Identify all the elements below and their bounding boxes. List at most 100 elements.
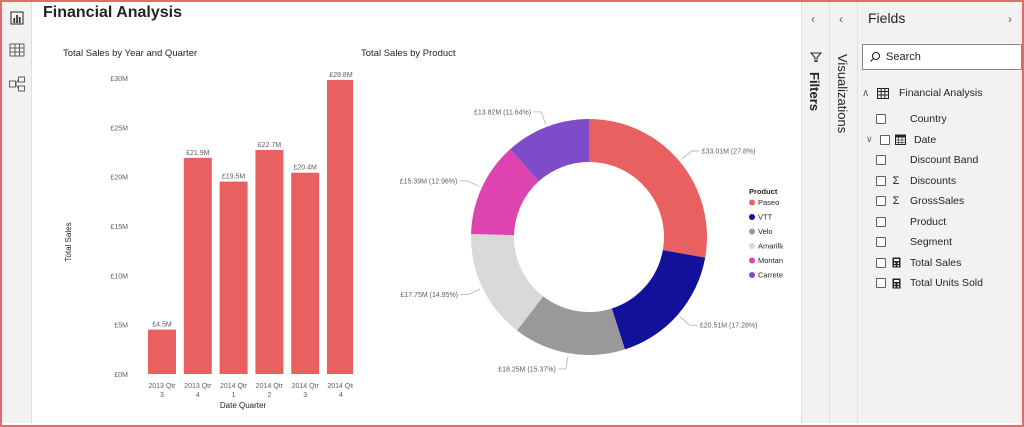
y-tick-label: £20M <box>110 175 128 182</box>
fields-pane: Fields › Search ∧ Financial Analysis Cou… <box>857 2 1022 423</box>
collapse-filters-chevron-icon[interactable]: ‹ <box>811 12 815 26</box>
legend-marker <box>749 228 755 235</box>
donut-chart-title: Total Sales by Product <box>361 48 456 59</box>
field-label: Segment <box>910 236 953 248</box>
collapse-fields-chevron-icon[interactable]: › <box>1008 12 1012 26</box>
legend-item[interactable]: VTT <box>758 213 773 222</box>
field-total-units-sold[interactable]: Total Units Sold <box>868 274 983 292</box>
field-checkbox[interactable] <box>876 257 886 268</box>
slice-data-label: £13.82M (11.64%) <box>474 109 531 116</box>
leader-line <box>557 356 569 370</box>
visualizations-pane-label: Visualizations <box>835 54 850 134</box>
x-tick-label: 2014 Qtr <box>256 383 284 390</box>
y-tick-label: £0M <box>114 372 128 379</box>
field-checkbox[interactable] <box>876 216 886 227</box>
y-tick-label: £5M <box>114 323 128 330</box>
field-discount-band[interactable]: Discount Band <box>868 151 978 169</box>
legend-item[interactable]: Velo <box>758 227 773 236</box>
bar[interactable] <box>219 181 248 374</box>
field-discounts[interactable]: Σ Discounts <box>868 172 956 190</box>
bar[interactable] <box>327 79 353 374</box>
x-tick-label: 1 <box>232 392 236 399</box>
expand-visualizations-chevron-icon[interactable]: ‹ <box>839 12 843 26</box>
field-product[interactable]: Product <box>868 213 946 231</box>
bar-chart[interactable]: Total Sales Date Quarter £0M £5M £10M £15M £… <box>53 42 353 422</box>
legend-item[interactable]: Paseo <box>758 198 779 207</box>
bar-chart-title: Total Sales by Year and Quarter <box>63 48 198 59</box>
field-checkbox[interactable] <box>876 175 886 186</box>
y-tick-label: £30M <box>110 76 128 83</box>
search-icon <box>870 51 881 62</box>
legend-marker <box>749 257 755 264</box>
field-label: Product <box>910 215 947 228</box>
field-label: Country <box>910 113 947 125</box>
fields-search-input[interactable]: Search <box>862 44 1022 70</box>
field-checkbox[interactable] <box>876 155 886 165</box>
legend-marker <box>749 199 755 206</box>
bar-chart-x-axis-title: Date Quarter <box>220 401 267 410</box>
slice-data-label: £33.01M (27.8%) <box>702 148 756 155</box>
bar-data-label: £4.5M <box>152 322 172 329</box>
expand-chevron-icon[interactable]: ∨ <box>866 134 873 144</box>
field-label: Date <box>914 133 937 146</box>
calculator-icon <box>890 257 902 268</box>
x-tick-label: 3 <box>303 392 307 399</box>
donut-slice[interactable] <box>510 119 589 182</box>
donut-slice[interactable] <box>589 119 707 258</box>
field-checkbox[interactable] <box>876 114 886 124</box>
calculator-icon <box>890 278 902 289</box>
field-label: Total Units Sold <box>910 277 983 289</box>
field-date[interactable]: ∨ Date <box>866 131 937 149</box>
leader-line <box>679 316 698 326</box>
table-name: Financial Analysis <box>899 87 983 99</box>
legend-marker <box>749 272 755 278</box>
field-checkbox[interactable] <box>876 196 886 206</box>
field-grosssales[interactable]: Σ GrossSales <box>868 192 964 210</box>
bar[interactable] <box>255 150 284 374</box>
sigma-icon: Σ <box>892 195 900 207</box>
x-tick-label: 3 <box>160 392 164 399</box>
field-checkbox[interactable] <box>876 237 886 247</box>
legend-item[interactable]: Carretera <box>758 271 783 280</box>
slice-data-label: £15.39M (12.96%) <box>400 178 458 185</box>
fields-pane-title: Fields <box>868 10 906 26</box>
field-total-sales[interactable]: Total Sales <box>868 254 961 272</box>
leader-line <box>533 111 547 125</box>
field-segment[interactable]: Segment <box>868 233 952 251</box>
slice-data-label: £17.75M (14.95%) <box>400 292 458 299</box>
x-tick-label: 2 <box>267 392 271 399</box>
bar[interactable] <box>183 157 212 374</box>
collapse-table-chevron-icon[interactable]: ∧ <box>862 87 870 99</box>
donut-slice[interactable] <box>516 296 625 355</box>
x-tick-label: 4 <box>196 392 200 399</box>
field-label: Discount Band <box>910 154 979 166</box>
model-view-icon[interactable] <box>7 74 27 94</box>
bar-data-label: £19.5M <box>222 174 246 181</box>
report-canvas: Financial Analysis Total Sales by Year a… <box>33 2 801 423</box>
data-view-icon[interactable] <box>7 40 27 60</box>
donut-slice[interactable] <box>471 149 539 236</box>
donut-chart[interactable]: £33.01M (27.8%) £20.51M (17.28%) £18.25M (… <box>353 82 783 412</box>
donut-slice[interactable] <box>471 234 544 331</box>
y-tick-label: £10M <box>110 273 128 280</box>
bar[interactable] <box>148 329 176 374</box>
donut-slice[interactable] <box>611 250 706 350</box>
view-switcher <box>2 2 32 423</box>
field-country[interactable]: Country <box>868 110 947 128</box>
visualizations-pane[interactable]: ‹ Visualizations <box>829 2 857 423</box>
filters-pane[interactable]: ‹ Filters <box>801 2 829 423</box>
legend-item[interactable]: Montana <box>758 256 783 265</box>
filters-pane-label: Filters <box>807 72 822 112</box>
leader-line <box>681 150 700 160</box>
bar-data-label: £29.8M <box>329 72 353 79</box>
legend-title: Product <box>749 187 778 196</box>
y-tick-label: £25M <box>110 125 128 132</box>
field-checkbox[interactable] <box>876 278 886 288</box>
bar[interactable] <box>291 172 320 374</box>
table-financial-analysis[interactable]: ∧ Financial Analysis <box>862 84 982 102</box>
report-view-icon[interactable] <box>7 8 27 28</box>
legend-item[interactable]: Amarilla <box>758 242 783 251</box>
leader-line <box>460 288 480 296</box>
field-checkbox[interactable] <box>880 134 890 145</box>
x-tick-label: 2013 Qtr <box>184 383 212 390</box>
